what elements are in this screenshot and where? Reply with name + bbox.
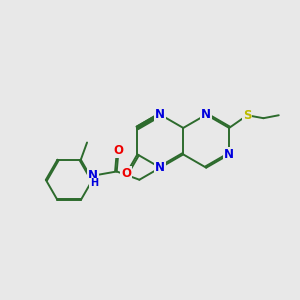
- Text: N: N: [155, 160, 165, 174]
- Text: N: N: [88, 169, 98, 182]
- Text: N: N: [201, 108, 211, 121]
- Text: S: S: [243, 109, 251, 122]
- Text: H: H: [90, 178, 98, 188]
- Text: O: O: [121, 167, 131, 180]
- Text: N: N: [224, 148, 234, 161]
- Text: O: O: [113, 144, 124, 157]
- Text: N: N: [155, 108, 165, 121]
